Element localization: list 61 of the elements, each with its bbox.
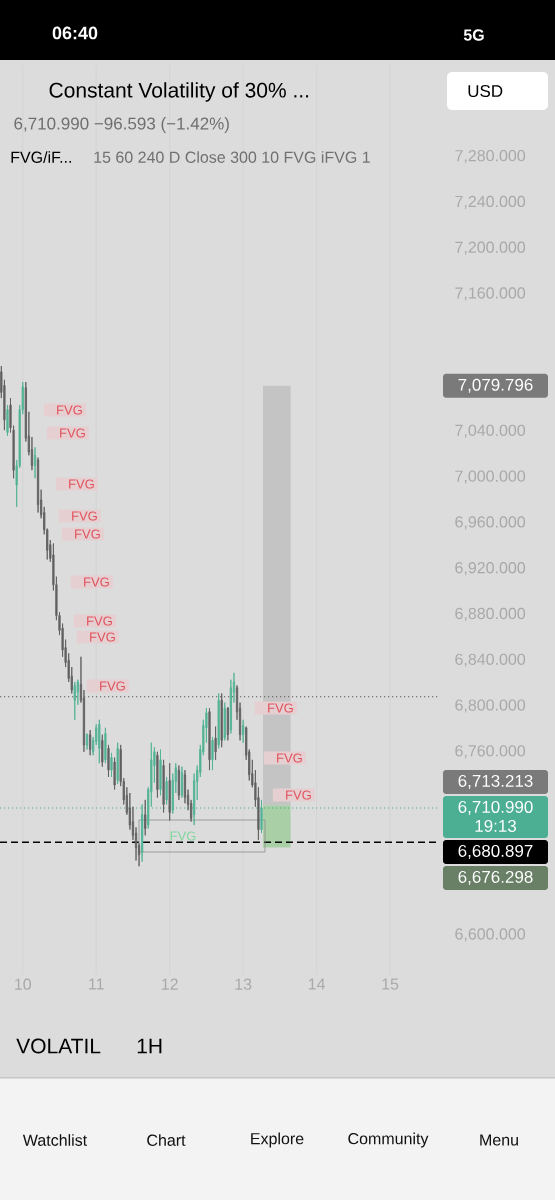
candlestick: [36, 457, 40, 514]
text: 6,676.298: [458, 870, 533, 885]
candlestick: [156, 751, 159, 799]
candlestick: [6, 404, 9, 437]
candlestick: [226, 706, 229, 741]
text: Explore: [251, 1132, 304, 1148]
ref-line-label: 6,710.990: [458, 800, 533, 815]
text: 6,713.213: [458, 774, 533, 789]
text: USD: [468, 84, 503, 98]
annotation: FVG: [72, 511, 97, 521]
candlestick: [177, 765, 180, 801]
annotation: FVG: [87, 616, 112, 626]
annotation: FVG/iF...: [11, 151, 71, 163]
ref-line-label: 6,680.897: [458, 844, 533, 859]
text: 6,710.990 −96.593 (−1.42%): [14, 117, 229, 133]
text: Menu: [480, 1134, 518, 1146]
text: Chart: [147, 1134, 186, 1146]
candlestick: [223, 702, 226, 741]
annotation: FVG: [268, 703, 293, 713]
annotation: FVG: [286, 790, 311, 800]
candlestick: [104, 727, 107, 764]
candlestick: [144, 799, 147, 836]
candlestick: [180, 766, 184, 799]
annotation: FVG: [100, 681, 125, 691]
text: Community: [348, 1132, 429, 1148]
candlestick: [101, 734, 104, 768]
candlestick: [89, 729, 92, 756]
annotation: FVG: [69, 479, 94, 489]
candlestick: [116, 742, 119, 785]
annotation: FVG: [170, 831, 196, 841]
candlestick: [165, 776, 168, 805]
candlestick: [113, 757, 116, 791]
candlestick: [98, 719, 101, 764]
text: 06:40: [52, 26, 98, 40]
annotation: FVG: [90, 632, 115, 642]
annotation: FVG: [84, 577, 109, 587]
text: Constant Volatility of 30% ...: [49, 82, 309, 102]
annotation: FVG: [57, 405, 82, 415]
candlestick: [217, 692, 220, 749]
candlestick: [162, 759, 165, 813]
annotation: FVG: [60, 428, 85, 438]
candlestick: [107, 744, 110, 778]
candlestick: [159, 749, 162, 796]
annotation: FVG: [75, 529, 100, 539]
candlestick: [211, 736, 214, 771]
candlestick: [214, 726, 217, 761]
candlestick: [73, 681, 76, 721]
text: VOLATIL: [16, 1038, 101, 1054]
text: 7,079.796: [458, 378, 533, 393]
candlestick: [110, 752, 113, 778]
candlestick: [168, 762, 171, 821]
text: 19:13: [475, 819, 517, 832]
candlestick: [33, 446, 37, 479]
annotation: FVG: [277, 753, 302, 763]
candlestick: [208, 707, 211, 771]
candlestick: [242, 719, 245, 744]
annotation: 15 60 240 D Close 300 10 FVG iFVG 1: [94, 151, 370, 163]
candlestick: [85, 733, 89, 750]
text: 1H: [137, 1038, 162, 1054]
text: Watchlist: [22, 1134, 88, 1146]
text: 5G: [463, 29, 484, 41]
